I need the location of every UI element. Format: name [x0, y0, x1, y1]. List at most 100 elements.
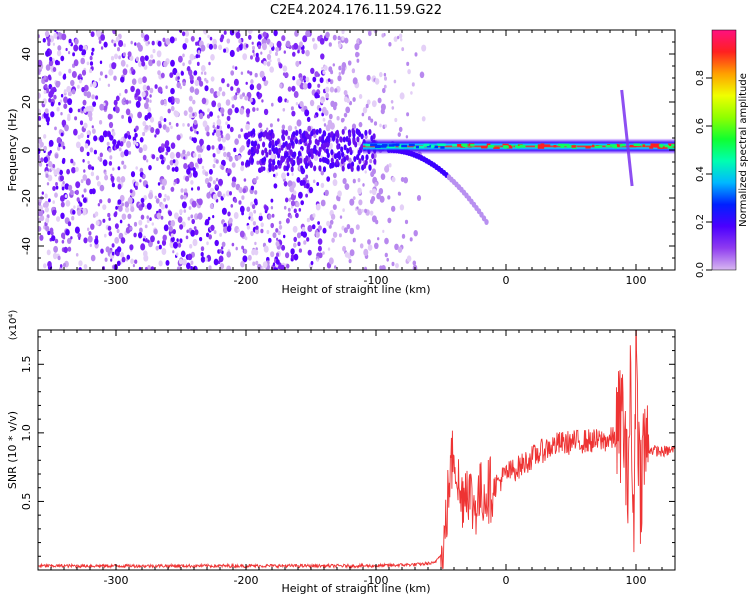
- noise-speckle: [67, 98, 73, 106]
- noise-speckle: [132, 136, 137, 142]
- noise-speckle: [63, 96, 68, 104]
- noise-speckle: [170, 233, 174, 238]
- noise-speckle: [263, 156, 267, 163]
- noise-speckle: [115, 36, 120, 43]
- noise-speckle: [121, 160, 125, 165]
- noise-speckle: [83, 84, 89, 92]
- noise-speckle: [116, 246, 122, 253]
- noise-speckle: [365, 103, 369, 109]
- noise-speckle: [97, 203, 101, 207]
- noise-speckle: [239, 205, 245, 213]
- noise-speckle: [196, 61, 200, 66]
- noise-speckle: [122, 68, 128, 76]
- noise-speckle: [346, 224, 351, 230]
- noise-speckle: [210, 54, 215, 61]
- noise-speckle: [45, 173, 49, 178]
- noise-speckle: [67, 221, 72, 227]
- noise-speckle: [193, 119, 198, 126]
- noise-speckle: [290, 158, 294, 164]
- line-fragment: [633, 143, 641, 146]
- noise-speckle: [266, 229, 270, 235]
- noise-speckle: [166, 146, 171, 153]
- noise-speckle: [399, 92, 405, 100]
- line-fragment: [517, 146, 520, 149]
- noise-speckle: [221, 78, 225, 84]
- noise-speckle: [344, 183, 350, 191]
- noise-speckle: [329, 79, 333, 85]
- noise-speckle: [283, 181, 288, 187]
- noise-speckle: [331, 237, 335, 243]
- noise-speckle: [384, 237, 389, 245]
- noise-speckle: [155, 198, 160, 204]
- noise-speckle: [250, 55, 253, 60]
- noise-speckle: [277, 118, 280, 122]
- noise-speckle: [147, 265, 151, 270]
- noise-speckle: [266, 127, 269, 131]
- noise-speckle: [231, 104, 235, 109]
- noise-speckle: [86, 91, 92, 99]
- noise-speckle: [99, 120, 103, 125]
- noise-speckle: [57, 45, 62, 51]
- noise-speckle: [259, 212, 262, 217]
- noise-speckle: [272, 262, 276, 267]
- noise-speckle: [249, 97, 253, 103]
- noise-speckle: [242, 188, 247, 194]
- x-tick-label: 0: [503, 274, 510, 287]
- noise-speckle: [368, 30, 372, 37]
- noise-speckle: [342, 178, 347, 185]
- noise-speckle: [221, 113, 224, 117]
- noise-speckle: [52, 200, 55, 205]
- noise-speckle: [295, 212, 299, 219]
- noise-speckle: [292, 190, 297, 196]
- noise-speckle: [115, 205, 118, 210]
- noise-speckle: [43, 156, 48, 163]
- x-tick-label: -100: [364, 274, 389, 287]
- noise-speckle: [283, 50, 286, 54]
- noise-speckle: [54, 126, 57, 131]
- noise-speckle: [332, 231, 338, 238]
- noise-speckle: [218, 44, 223, 51]
- noise-speckle: [306, 237, 310, 242]
- noise-speckle: [135, 100, 141, 108]
- noise-speckle: [110, 258, 113, 262]
- noise-speckle: [399, 204, 405, 211]
- line-fragment: [386, 145, 392, 149]
- noise-speckle: [38, 156, 41, 162]
- noise-speckle: [100, 34, 105, 41]
- noise-speckle: [250, 230, 254, 237]
- noise-speckle: [191, 187, 194, 191]
- noise-speckle: [190, 266, 194, 270]
- line-fragment: [594, 145, 600, 149]
- line-fragment: [585, 146, 591, 149]
- noise-speckle: [179, 209, 183, 215]
- noise-speckle: [55, 185, 59, 190]
- noise-speckle: [104, 233, 107, 238]
- noise-speckle: [114, 104, 118, 109]
- noise-speckle: [316, 258, 319, 262]
- noise-speckle: [254, 190, 258, 195]
- noise-speckle: [293, 253, 299, 261]
- noise-speckle: [356, 38, 361, 45]
- noise-speckle: [247, 254, 252, 261]
- noise-speckle: [391, 261, 395, 267]
- noise-speckle: [140, 243, 146, 251]
- noise-speckle: [379, 123, 382, 128]
- colorbar-tick-label: 0.8: [695, 70, 706, 86]
- noise-speckle: [81, 194, 85, 198]
- noise-speckle: [38, 226, 42, 232]
- noise-speckle: [182, 62, 185, 67]
- noise-speckle: [163, 118, 167, 122]
- noise-speckle: [254, 200, 258, 206]
- noise-speckle: [119, 219, 123, 224]
- noise-speckle: [305, 174, 309, 179]
- noise-speckle: [193, 152, 197, 158]
- noise-speckle: [323, 65, 328, 71]
- noise-speckle: [212, 38, 217, 46]
- noise-speckle: [162, 178, 167, 186]
- noise-speckle: [221, 136, 226, 143]
- noise-speckle: [204, 171, 209, 177]
- noise-speckle: [356, 206, 359, 210]
- noise-speckle: [282, 129, 286, 136]
- noise-speckle: [102, 204, 107, 211]
- noise-speckle: [226, 225, 232, 232]
